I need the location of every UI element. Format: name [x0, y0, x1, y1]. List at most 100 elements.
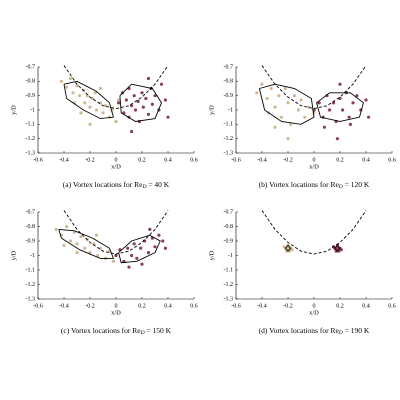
scatter-point [68, 239, 73, 243]
scatter-point [68, 76, 73, 81]
scatter-point [88, 122, 92, 126]
scatter-point [273, 105, 277, 109]
scatter-point [282, 245, 286, 249]
x-tick-label: 0.2 [138, 157, 146, 163]
caption-end: = 120 K [343, 180, 370, 189]
reference-curve [261, 210, 367, 255]
x-tick-label: 0.2 [138, 303, 146, 309]
scatter-point [296, 108, 300, 112]
scatter-point [75, 242, 79, 246]
y-tick-label: -1.3 [26, 296, 36, 302]
y-tick-label: -0.8 [224, 79, 234, 85]
y-tick-label: -0.9 [26, 93, 36, 99]
scatter-point [339, 248, 343, 252]
scatter-point [139, 246, 143, 250]
x-tick-label: 0.6 [190, 303, 198, 309]
scatter-point [163, 246, 167, 250]
caption: (c) Vortex locations for ReD = 150 K [61, 326, 172, 337]
y-tick-label: -0.8 [26, 79, 36, 85]
contour [258, 83, 315, 125]
x-tick-label: -0.6 [231, 303, 241, 309]
x-tick-label: -0.4 [257, 303, 267, 309]
scatter-point [130, 253, 134, 258]
scatter-point [347, 115, 351, 119]
scatter-point [132, 94, 136, 98]
y-tick-label: -1.2 [26, 282, 36, 288]
x-tick-label: 0 [115, 303, 118, 309]
scatter-point [140, 262, 144, 266]
scatter-point [367, 115, 371, 119]
scatter-point [355, 94, 359, 98]
y-tick-label: -1.2 [224, 282, 234, 288]
scatter-point [299, 98, 303, 102]
y-tick-label: -0.9 [224, 93, 234, 99]
scatter-point [111, 259, 115, 263]
scatter-point [85, 94, 89, 98]
x-tick-label: 0.6 [190, 157, 198, 163]
scatter-point [101, 111, 105, 115]
y-tick-label: -0.8 [26, 224, 36, 230]
y-tick-label: -1.3 [224, 296, 234, 302]
x-tick-label: -0.6 [231, 157, 241, 163]
caption-end: = 40 K [146, 180, 169, 189]
y-tick-label: -0.7 [26, 209, 36, 215]
y-tick-label: -0.7 [26, 64, 36, 70]
x-axis-label: x/D [309, 163, 319, 170]
caption-text: (c) Vortex locations for Re [61, 326, 141, 335]
scatter-point [126, 246, 130, 250]
contour [334, 244, 341, 252]
scatter-point [279, 115, 284, 119]
y-tick-label: -0.7 [224, 209, 234, 215]
x-tick-label: -0.2 [283, 303, 293, 309]
x-tick-label: 0.4 [164, 157, 172, 163]
scatter-point [153, 245, 157, 249]
scatter-point [317, 101, 321, 105]
scatter-point [159, 82, 164, 86]
y-tick-label: -1 [30, 253, 35, 259]
x-tick-label: -0.2 [283, 157, 293, 163]
scatter-point [124, 98, 128, 102]
y-tick-label: -1.1 [224, 267, 234, 273]
x-tick-label: 0.4 [164, 303, 172, 309]
scatter-point [364, 98, 368, 102]
scatter-point [94, 233, 99, 237]
scatter-point [286, 246, 290, 250]
scatter-point [341, 108, 345, 112]
caption-subscript: D [338, 330, 343, 336]
scatter-point [148, 227, 152, 231]
y-tick-label: -1.3 [224, 150, 234, 156]
contour [63, 80, 114, 120]
scatter-point [286, 137, 290, 141]
scatter-point [59, 79, 64, 83]
scatter-point [335, 246, 339, 250]
x-tick-label: 0.2 [336, 303, 344, 309]
y-axis-label: y/D [208, 250, 215, 260]
scatter-point [307, 105, 311, 109]
contour [58, 228, 115, 259]
scatter-point [79, 111, 83, 115]
y-axis-label: y/D [10, 250, 17, 260]
scatter-point [130, 129, 134, 134]
scatter-point [75, 84, 79, 88]
scatter-point [255, 91, 259, 95]
scatter-point [79, 235, 83, 239]
scatter-point [157, 233, 161, 237]
scatter-point [88, 105, 92, 109]
contour [118, 234, 161, 264]
caption: (a) Vortex locations for ReD = 40 K [63, 180, 170, 191]
caption-subscript: D [141, 184, 146, 190]
scatter-point [163, 98, 167, 102]
scatter-point [141, 105, 145, 109]
reference-curve [63, 210, 169, 255]
scatter-point [62, 243, 66, 247]
y-tick-label: -1.3 [26, 150, 36, 156]
scatter-point [78, 94, 82, 98]
scatter-point [273, 125, 277, 129]
scatter-point [144, 96, 148, 101]
y-tick-label: -0.8 [224, 224, 234, 230]
x-axis-label: x/D [309, 309, 319, 316]
scatter-point [114, 119, 118, 124]
scatter-point [351, 101, 355, 105]
y-tick-label: -1.1 [224, 122, 234, 128]
